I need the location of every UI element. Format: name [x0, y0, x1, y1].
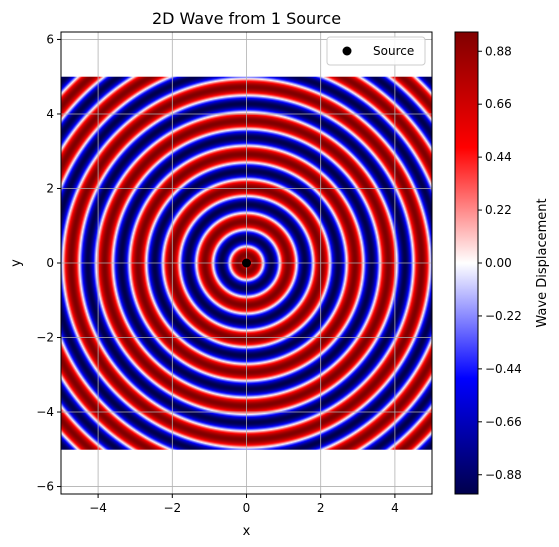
x-axis-ticks: −4 −2 0 2 4	[89, 494, 399, 515]
colorbar-tick-label: 0.00	[485, 256, 512, 270]
y-tick-label: −2	[36, 331, 54, 345]
legend: Source	[326, 36, 426, 66]
x-axis-label: x	[243, 524, 251, 539]
legend-source-label: Source	[373, 44, 414, 58]
colorbar-tick-label: 0.22	[485, 203, 512, 217]
x-tick-label: −2	[163, 501, 181, 515]
colorbar-label: Wave Displacement	[535, 198, 550, 327]
y-tick-label: 6	[46, 32, 54, 46]
y-axis-label: y	[9, 259, 24, 267]
colorbar-ticks: −0.88 −0.66 −0.44 −0.22 0.00 0.22 0.44 0.66 0.88	[478, 44, 522, 482]
colorbar-gradient	[454, 31, 479, 495]
x-tick-label: −4	[89, 501, 107, 515]
y-tick-label: 0	[46, 256, 54, 270]
y-tick-label: −4	[36, 405, 54, 419]
x-tick-label: 2	[317, 501, 325, 515]
colorbar-tick-label: −0.66	[485, 415, 522, 429]
colorbar: −0.88 −0.66 −0.44 −0.22 0.00 0.22 0.44 0.66 0.88…	[454, 31, 550, 495]
colorbar-tick-label: 0.88	[485, 44, 512, 58]
colorbar-tick-label: 0.44	[485, 150, 512, 164]
colorbar-tick-label: −0.88	[485, 468, 522, 482]
colorbar-tick-label: −0.22	[485, 309, 522, 323]
colorbar-tick-label: 0.66	[485, 97, 512, 111]
y-tick-label: −6	[36, 480, 54, 494]
source-marker	[242, 258, 251, 268]
chart-title: 2D Wave from 1 Source	[152, 9, 341, 28]
plot-area	[61, 32, 432, 494]
series-markers	[242, 258, 251, 268]
y-tick-label: 4	[46, 107, 54, 121]
x-tick-label: 0	[243, 501, 251, 515]
legend-source-marker	[342, 46, 352, 56]
x-tick-label: 4	[391, 501, 399, 515]
legend-box	[326, 36, 426, 66]
colorbar-tick-label: −0.44	[485, 362, 522, 376]
y-axis-ticks: −6 −4 −2 0 2 4 6	[36, 32, 61, 494]
y-tick-label: 2	[46, 181, 54, 195]
